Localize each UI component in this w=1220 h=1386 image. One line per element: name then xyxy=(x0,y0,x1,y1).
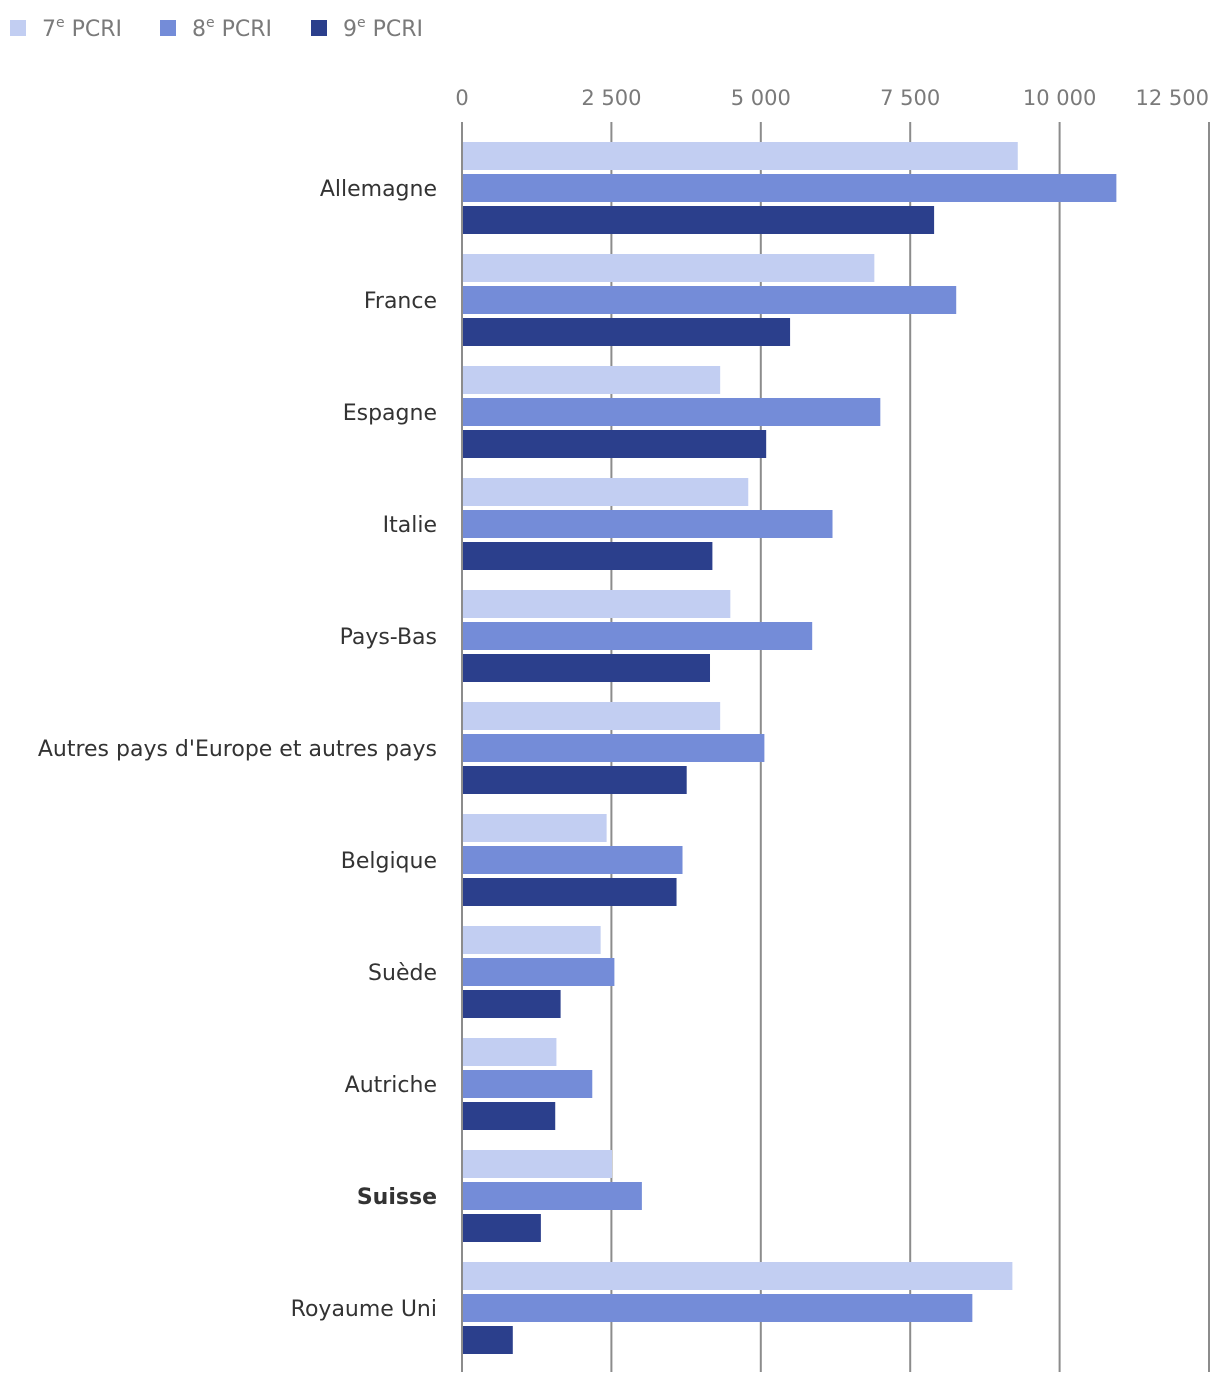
x-tick-label: 10 000 xyxy=(1023,86,1096,110)
bar xyxy=(462,318,791,346)
bar xyxy=(462,1182,642,1210)
bar xyxy=(462,174,1117,202)
legend-label-number: 8 xyxy=(192,17,206,42)
bar xyxy=(462,478,749,506)
legend-label-suffix: PCRI xyxy=(65,17,122,42)
bar xyxy=(462,254,875,282)
category-label: Autriche xyxy=(345,1073,437,1098)
bar xyxy=(462,206,935,234)
bar-group xyxy=(462,814,683,906)
bar xyxy=(462,142,1018,170)
x-tick-label: 2 500 xyxy=(581,86,641,110)
bar-group xyxy=(462,254,957,346)
category-label: Italie xyxy=(383,513,437,538)
bar xyxy=(462,702,721,730)
bar xyxy=(462,542,713,570)
bar-group xyxy=(462,142,1117,234)
bar-group xyxy=(462,590,813,682)
bar xyxy=(462,622,813,650)
legend-swatch xyxy=(311,20,327,36)
legend-label-suffix: PCRI xyxy=(215,17,272,42)
bar xyxy=(462,590,731,618)
bar xyxy=(462,1262,1013,1290)
x-tick-label: 7 500 xyxy=(880,86,940,110)
category-label: France xyxy=(364,289,437,314)
bar xyxy=(462,654,711,682)
bar xyxy=(462,1294,973,1322)
bar xyxy=(462,990,561,1018)
x-tick-label: 12 500 xyxy=(1136,86,1209,110)
x-tick-label: 0 xyxy=(455,86,468,110)
bar-group xyxy=(462,1150,642,1242)
legend-item-3: 9e PCRI xyxy=(311,15,423,42)
bar-group xyxy=(462,1262,1013,1354)
category-label: Allemagne xyxy=(320,177,437,202)
legend-label-number: 9 xyxy=(343,17,357,42)
legend-label-superscript: e xyxy=(56,15,65,31)
bar xyxy=(462,734,765,762)
bar xyxy=(462,510,833,538)
legend-item-2: 8e PCRI xyxy=(160,15,272,42)
legend-label-number: 7 xyxy=(42,17,56,42)
bar xyxy=(462,1214,541,1242)
bar-group xyxy=(462,1038,593,1130)
category-label: Suisse xyxy=(357,1185,437,1210)
bar xyxy=(462,1150,612,1178)
bar xyxy=(462,430,767,458)
category-label: Espagne xyxy=(343,401,437,426)
legend-swatch xyxy=(10,20,26,36)
bar xyxy=(462,846,683,874)
bar xyxy=(462,398,881,426)
bar xyxy=(462,958,615,986)
category-label: Pays-Bas xyxy=(340,625,437,650)
bar xyxy=(462,766,687,794)
bar xyxy=(462,1326,513,1354)
x-tick-label: 5 000 xyxy=(731,86,791,110)
bar xyxy=(462,926,601,954)
category-label: Suède xyxy=(368,961,437,986)
category-label: Royaume Uni xyxy=(291,1297,437,1322)
legend-item-1: 7e PCRI xyxy=(10,15,122,42)
chart-legend: 7e PCRI 8e PCRI 9e PCRI xyxy=(10,15,423,42)
x-axis-tick-labels: 0 2 500 5 000 7 500 10 000 12 500 xyxy=(455,86,1209,110)
bar-group xyxy=(462,926,615,1018)
legend-label: 8e PCRI xyxy=(192,15,272,42)
bar-group xyxy=(462,478,833,570)
bar xyxy=(462,814,607,842)
legend-label-superscript: e xyxy=(357,15,366,31)
bar xyxy=(462,366,721,394)
category-label: Autres pays d'Europe et autres pays xyxy=(38,737,437,762)
bar xyxy=(462,1070,593,1098)
legend-label-superscript: e xyxy=(206,15,215,31)
category-label: Belgique xyxy=(341,849,437,874)
chart-bars xyxy=(461,122,1117,1372)
bar xyxy=(462,1102,556,1130)
y-axis-category-labels: Allemagne France Espagne Italie Pays-Bas Autr… xyxy=(38,177,437,1322)
bar xyxy=(462,1038,557,1066)
legend-label: 7e PCRI xyxy=(42,15,122,42)
legend-label-suffix: PCRI xyxy=(366,17,423,42)
bar-group xyxy=(462,702,765,794)
legend-label: 9e PCRI xyxy=(343,15,423,42)
legend-swatch xyxy=(160,20,176,36)
bar xyxy=(462,286,957,314)
bar xyxy=(462,878,677,906)
bar-group xyxy=(462,366,881,458)
